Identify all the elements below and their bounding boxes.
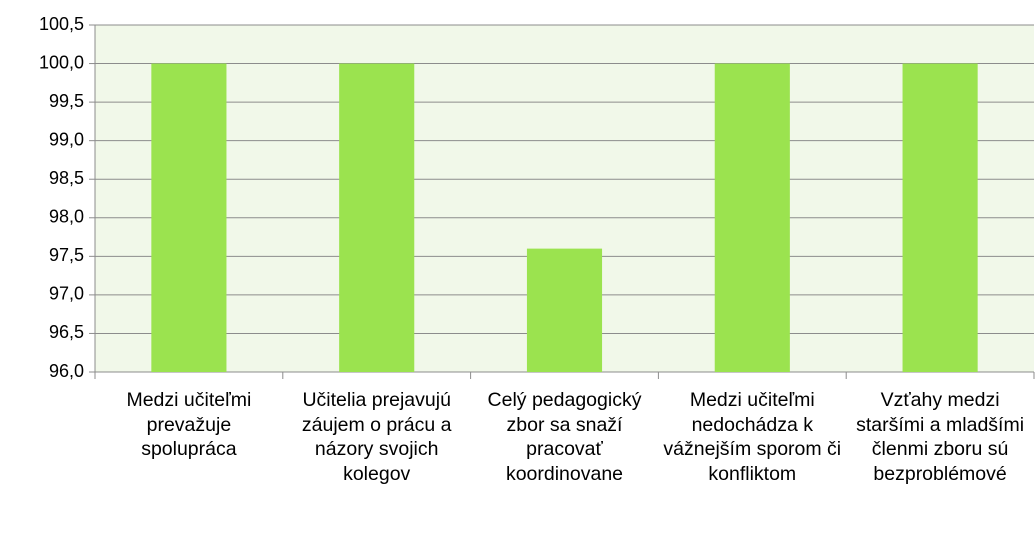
y-tick-label: 100,5 (39, 14, 84, 34)
y-tick-label: 99,0 (49, 129, 84, 149)
y-tick-label: 96,0 (49, 361, 84, 381)
x-tick-label: Medzi učiteľmi prevažuje spolupráca (126, 389, 252, 460)
y-tick-label: 96,5 (49, 322, 84, 342)
bar (151, 63, 227, 373)
y-tick-label: 97,5 (49, 245, 84, 265)
y-tick-label: 97,0 (49, 284, 84, 304)
y-tick-label: 98,5 (49, 168, 84, 188)
x-tick-label: Celý pedagogický zbor sa snaží pracovať … (487, 389, 642, 485)
y-tick-label: 99,5 (49, 91, 84, 111)
y-tick-label: 100,0 (39, 52, 84, 72)
x-tick-label: Medzi učiteľmi nedochádza k vážnejším sp… (663, 389, 842, 485)
x-tick-label: Vzťahy medzi staršími a mladšími členmi … (856, 389, 1025, 485)
bar (714, 63, 790, 373)
bar (339, 63, 415, 373)
bar (526, 248, 603, 372)
y-tick-label: 98,0 (49, 207, 84, 227)
x-tick-label: Učitelia prejavujú záujem o prácu a názo… (301, 389, 452, 485)
bar (902, 63, 978, 373)
